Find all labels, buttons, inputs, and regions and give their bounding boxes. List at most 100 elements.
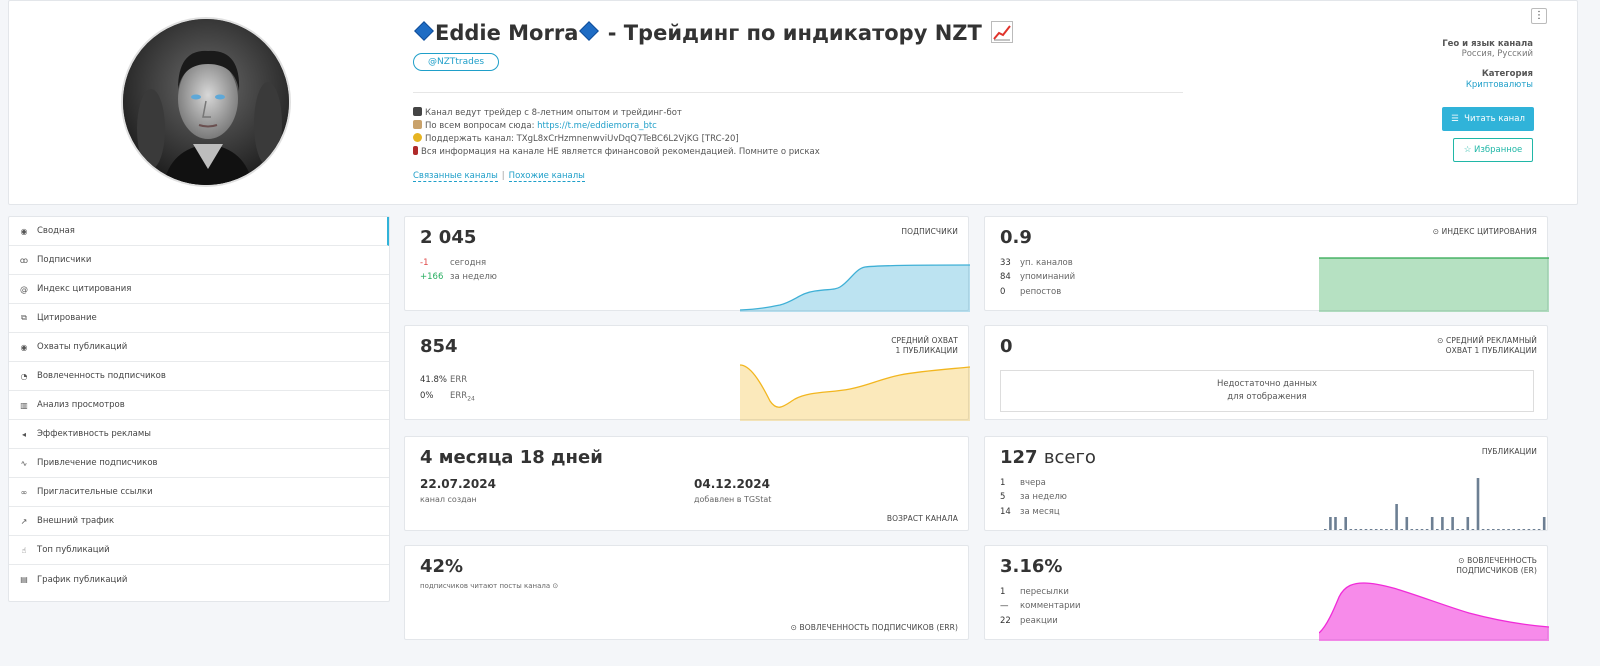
subscribers-card[interactable]: 2 045 ПОДПИСЧИКИ -1 сегодня +166 за неделю — [404, 216, 970, 312]
laptop-icon — [413, 107, 422, 116]
posts-bar — [1451, 517, 1454, 530]
sidebar-item-label: Топ публикаций — [37, 545, 110, 555]
posts-bar — [1471, 529, 1475, 530]
coin-icon — [413, 133, 422, 142]
geo-label: Гео и язык канала — [1442, 39, 1533, 49]
channel-avatar — [121, 17, 291, 187]
engagement-label: ⊙ ВОВЛЕЧЕННОСТЬ ПОДПИСЧИКОВ (ER) — [1456, 556, 1537, 575]
similar-channels-link[interactable]: Похожие каналы — [508, 171, 585, 182]
ad-reach-card[interactable]: 0 ⊙ СРЕДНИЙ РЕКЛАМНЫЙ ОХВАТ 1 ПУБЛИКАЦИИ … — [984, 325, 1548, 420]
posts-bar — [1537, 529, 1541, 530]
related-channels-link[interactable]: Связанные каналы — [413, 171, 498, 182]
avg-reach: 854 — [420, 336, 458, 357]
posts-bar — [1415, 529, 1419, 530]
posts-bar — [1466, 517, 1470, 530]
more-menu-button[interactable]: ⋮ — [1531, 8, 1547, 24]
posts-bar — [1502, 529, 1505, 530]
book-icon — [413, 146, 418, 155]
posts-bar — [1369, 529, 1373, 530]
posts-bar-chart — [1324, 478, 1546, 530]
calendar-icon: ▤ — [20, 575, 28, 584]
posts-bar — [1456, 529, 1459, 530]
today-delta: -1 — [420, 258, 429, 268]
info-icon: ⊙ — [1458, 556, 1465, 565]
channel-username[interactable]: @NZTtrades — [413, 53, 500, 71]
posts-bar — [1527, 529, 1531, 530]
sidebar-item-label: Внешний трафик — [37, 516, 115, 526]
posts-bar — [1400, 529, 1403, 530]
posts-bar — [1329, 517, 1332, 530]
reach-label: СРЕДНИЙ ОХВАТ 1 ПУБЛИКАЦИИ — [891, 336, 958, 355]
sidebar-item-label: Анализ просмотров — [37, 400, 125, 410]
posts-bar — [1390, 529, 1393, 530]
posts-bar — [1512, 529, 1515, 530]
thumb-icon: ☝ — [21, 545, 27, 555]
ad-reach-value: 0 — [1000, 336, 1013, 357]
description-line: Вся информация на канале НЕ является фин… — [413, 146, 820, 159]
ad-reach-label: ⊙ СРЕДНИЙ РЕКЛАМНЫЙ ОХВАТ 1 ПУБЛИКАЦИИ — [1437, 336, 1537, 355]
age-label: ВОЗРАСТ КАНАЛА — [886, 514, 958, 523]
posts-bar — [1405, 517, 1409, 530]
sidebar-item[interactable]: ▥ Анализ просмотров — [9, 391, 389, 420]
sidebar-item[interactable]: ↗ Внешний трафик — [9, 507, 389, 536]
summary-icon: ◉ — [20, 226, 28, 236]
posts-bar — [1339, 529, 1342, 530]
err-caption: подписчиков читают посты канала ⊙ — [420, 582, 559, 590]
posts-card[interactable]: 127 всего ПУБЛИКАЦИИ 1 вчера 5 за неделю 1… — [984, 436, 1548, 531]
reach-card[interactable]: 854 СРЕДНИЙ ОХВАТ 1 ПУБЛИКАЦИИ 41.8% ERR 0… — [404, 325, 970, 421]
read-channel-button[interactable]: ☰ Читать канал — [1442, 107, 1534, 131]
sidebar-item[interactable]: ◉ Охваты публикаций — [9, 333, 389, 362]
bar-chart-icon: ▥ — [20, 400, 28, 410]
sidebar-item[interactable]: ⧉ Цитирование — [9, 304, 389, 333]
err-card[interactable]: 42% подписчиков читают посты канала ⊙ ⊙ … — [404, 545, 969, 640]
sidebar-item[interactable]: ꝏ Подписчики — [9, 246, 389, 275]
err-label: ⊙ ВОВЛЕЧЕННОСТЬ ПОДПИСЧИКОВ (ERR) — [790, 623, 958, 632]
category-label: Категория — [1481, 69, 1533, 79]
subscribers-count: 2 045 — [420, 227, 477, 248]
posts-bar — [1410, 529, 1414, 530]
sidebar-item[interactable]: ☝ Топ публикаций — [9, 536, 389, 565]
favorite-button[interactable]: ☆ Избранное — [1453, 138, 1533, 162]
posts-bar — [1532, 529, 1536, 530]
channel-header: Eddie Morra - Трейдинг по индикатору NZT… — [8, 0, 1578, 205]
sidebar-item[interactable]: @ Индекс цитирования — [9, 275, 389, 304]
posts-bar — [1492, 529, 1495, 530]
posts-total: 127 всего — [1000, 447, 1096, 468]
posts-bar — [1425, 529, 1429, 530]
category-value[interactable]: Криптовалюты — [1465, 80, 1533, 90]
contact-link[interactable]: https://t.me/eddiemorra_btc — [537, 121, 657, 131]
at-icon: @ — [20, 284, 28, 294]
sidebar-item[interactable]: ∿ Привлечение подписчиков — [9, 449, 389, 478]
sidebar-item[interactable]: ◔ Вовлеченность подписчиков — [9, 362, 389, 391]
sidebar-item[interactable]: ▤ График публикаций — [9, 565, 389, 594]
sidebar-item[interactable]: ◉ Сводная — [9, 217, 389, 246]
engagement-area — [1319, 583, 1549, 641]
posts-bar — [1522, 529, 1526, 530]
info-icon: ⊙ — [1432, 227, 1440, 236]
sidebar-item-label: Вовлеченность подписчиков — [37, 371, 166, 381]
sidebar-item-label: График публикаций — [37, 574, 128, 585]
posts-bar — [1476, 478, 1480, 530]
citation-index: 0.9 — [1000, 227, 1032, 248]
users-icon: ꝏ — [19, 255, 29, 265]
posts-bar — [1542, 517, 1546, 530]
posts-bar — [1507, 529, 1510, 530]
channel-title: Eddie Morra - Трейдинг по индикатору NZT — [413, 21, 1014, 45]
posts-bar — [1395, 504, 1398, 530]
reach-line — [740, 364, 970, 408]
posts-bar — [1354, 529, 1358, 530]
created-label: канал создан — [420, 495, 477, 504]
added-label: добавлен в TGStat — [694, 495, 772, 504]
added-date: 04.12.2024 — [694, 477, 770, 491]
avatar-portrait-icon — [123, 19, 289, 185]
reach-sparkline — [740, 364, 970, 421]
megaphone-icon: ◂ — [21, 429, 26, 439]
sidebar-item-label: Сводная — [37, 226, 75, 236]
sidebar-item[interactable]: ◂ Эффективность рекламы — [9, 420, 389, 449]
citation-card[interactable]: 0.9 ⊙ ИНДЕКС ЦИТИРОВАНИЯ 33 уп. каналов 8… — [984, 216, 1549, 312]
week-delta: +166 — [420, 272, 444, 282]
sidebar-item[interactable]: ∞ Пригласительные ссылки — [9, 478, 389, 507]
posts-bar — [1481, 529, 1485, 530]
info-icon: ⊙ — [1437, 336, 1444, 345]
